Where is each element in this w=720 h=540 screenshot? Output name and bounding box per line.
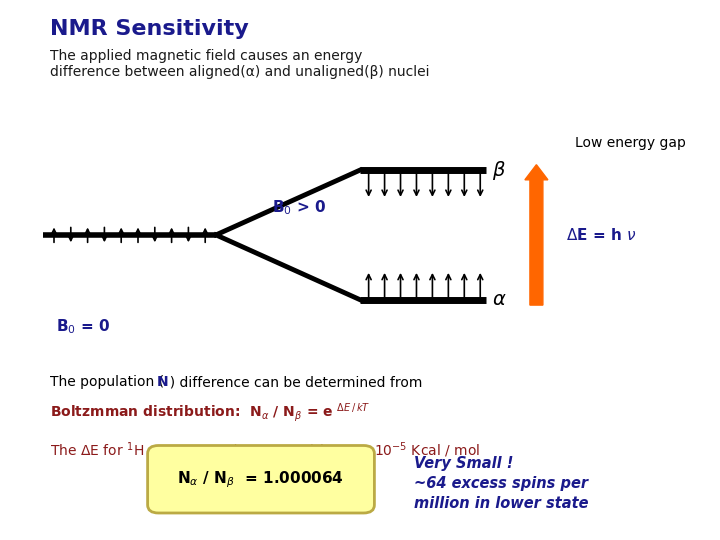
Text: B$_0$ = 0: B$_0$ = 0 xyxy=(55,318,110,336)
Text: Boltzmman distribution:  N$_\alpha$ / N$_\beta$ = e $^{\Delta E\,/\,kT}$: Boltzmman distribution: N$_\alpha$ / N$_… xyxy=(50,402,371,424)
Text: N$_\alpha$ / N$_\beta$  = 1.000064: N$_\alpha$ / N$_\beta$ = 1.000064 xyxy=(177,469,344,490)
Text: The $\Delta$E for $^1$H at 400 MHz ($\mathbf{B_0}$ = 9.5 T) is 3.8 x 10$^{-5}$ K: The $\Delta$E for $^1$H at 400 MHz ($\ma… xyxy=(50,440,480,461)
Text: ) difference can be determined from: ) difference can be determined from xyxy=(167,375,423,389)
FancyArrow shape xyxy=(525,165,548,305)
Text: $\Delta$E = h $\nu$: $\Delta$E = h $\nu$ xyxy=(566,227,636,243)
FancyBboxPatch shape xyxy=(148,446,374,513)
Text: NMR Sensitivity: NMR Sensitivity xyxy=(50,19,249,39)
Text: Very Small !
~64 excess spins per
million in lower state: Very Small ! ~64 excess spins per millio… xyxy=(414,456,588,511)
Text: $\beta$: $\beta$ xyxy=(492,159,505,181)
Text: B$_0$ > 0: B$_0$ > 0 xyxy=(271,199,326,217)
Text: The population (: The population ( xyxy=(50,375,167,389)
Text: Low energy gap: Low energy gap xyxy=(575,136,685,150)
Text: $\alpha$: $\alpha$ xyxy=(492,290,506,309)
Text: N: N xyxy=(157,375,168,389)
Text: The applied magnetic field causes an energy
difference between aligned(α) and un: The applied magnetic field causes an ene… xyxy=(50,49,430,79)
